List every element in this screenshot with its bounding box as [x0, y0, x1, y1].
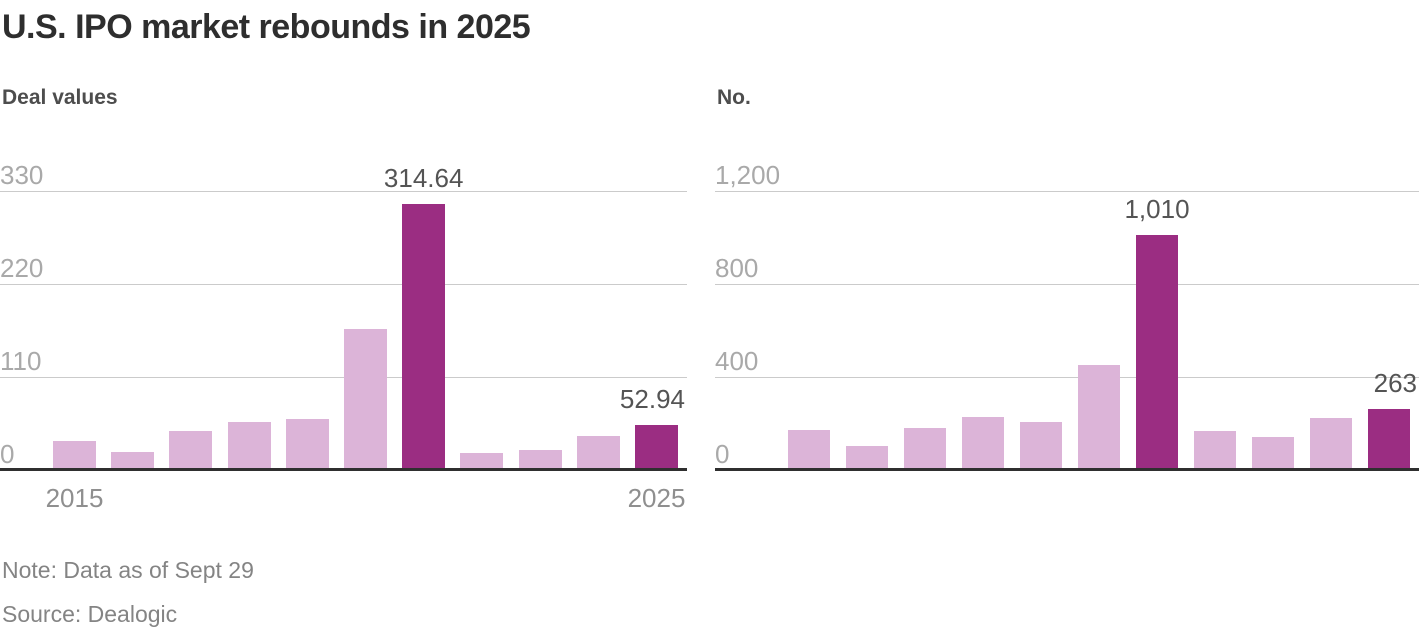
- bar-2019: [285, 419, 329, 470]
- x-axis-line: [0, 468, 687, 471]
- bar-2020: [344, 328, 387, 470]
- x-axis-tick-label: 2025: [627, 483, 686, 513]
- bar-2022: [1194, 430, 1236, 470]
- y-axis-tick-label: 330: [0, 160, 44, 190]
- bar-2018: [962, 416, 1004, 470]
- bar-2022: [460, 453, 504, 470]
- bar-2024: [1310, 418, 1352, 470]
- gridline: [715, 190, 1419, 192]
- y-axis-tick-label: 110: [0, 346, 42, 376]
- chart-deal-count: No. 1,200 800 400 0 1,010 263: [715, 0, 1419, 628]
- gridline: [715, 283, 1419, 285]
- bar-2021: [402, 203, 446, 470]
- bar-2023: [1252, 436, 1294, 470]
- bar-2025: [635, 425, 678, 470]
- gridline: [715, 376, 1419, 378]
- bar-2016: [111, 452, 155, 470]
- y-axis-tick-label: 1,200: [715, 160, 781, 190]
- bar-value-label: 263: [1373, 367, 1417, 398]
- bar-value-label: 52.94: [619, 384, 685, 415]
- y-axis-tick-label: 0: [715, 439, 730, 469]
- bar-2015: [53, 441, 96, 470]
- bar-2017: [904, 428, 946, 470]
- bar-2020: [1078, 365, 1120, 470]
- bar-2025: [1368, 408, 1410, 470]
- x-axis-line: [715, 468, 1419, 471]
- chart-note: Note: Data as of Sept 29: [2, 557, 254, 583]
- bar-2016: [846, 445, 888, 470]
- bar-2018: [227, 421, 271, 470]
- bar-2017: [169, 431, 213, 470]
- y-axis-tick-label: 400: [715, 346, 759, 376]
- y-axis-tick-label: 0: [0, 439, 15, 469]
- bar-2021: [1136, 235, 1178, 470]
- bar-value-label: 1,010: [1124, 194, 1190, 225]
- gridline: [0, 283, 687, 285]
- gridline: [0, 190, 687, 192]
- chart-subtitle-deal-count: No.: [717, 86, 751, 109]
- chart-deal-values: Deal values 330 220 110 0 314.64 52.94 2015 202…: [0, 0, 687, 628]
- chart-subtitle-deal-values: Deal values: [2, 86, 118, 109]
- bar-2015: [788, 430, 830, 470]
- y-axis-tick-label: 220: [0, 253, 44, 283]
- x-axis-tick-label: 2015: [45, 483, 104, 513]
- gridline: [0, 376, 687, 378]
- chart-source: Source: Dealogic: [2, 601, 178, 627]
- y-axis-tick-label: 800: [715, 253, 759, 283]
- bar-2023: [518, 449, 562, 470]
- bar-value-label: 314.64: [383, 162, 464, 193]
- chart-title: U.S. IPO market rebounds in 2025: [2, 8, 531, 46]
- bar-2024: [576, 436, 620, 470]
- bar-2019: [1020, 422, 1062, 470]
